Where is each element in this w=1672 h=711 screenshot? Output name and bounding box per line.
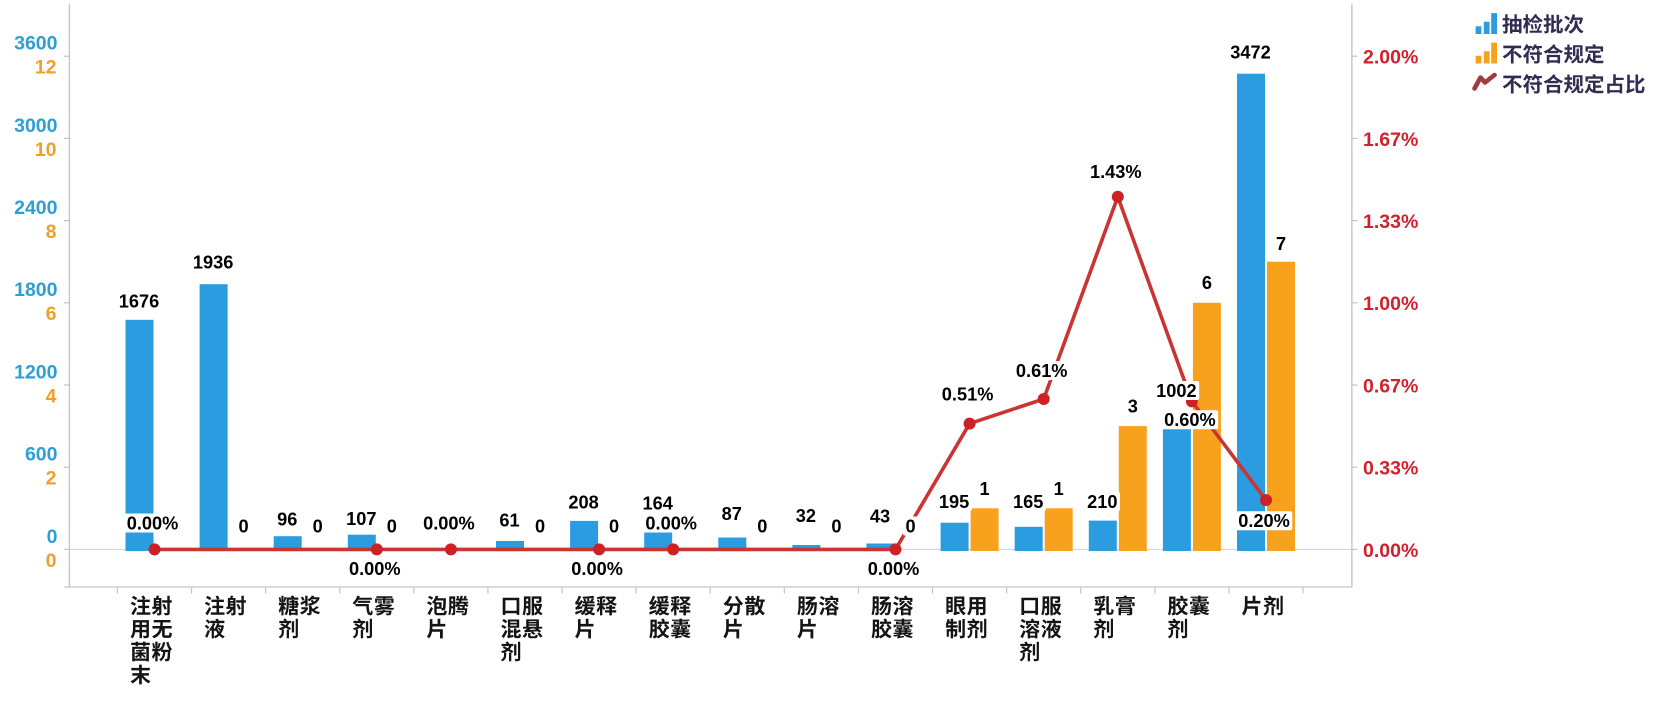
svg-text:0: 0 <box>831 516 841 536</box>
svg-text:32: 32 <box>796 506 816 526</box>
svg-text:61: 61 <box>499 510 519 530</box>
svg-text:164: 164 <box>643 493 674 513</box>
svg-text:1200: 1200 <box>14 361 58 383</box>
svg-text:0: 0 <box>46 550 57 572</box>
svg-text:195: 195 <box>939 492 969 512</box>
svg-text:1800: 1800 <box>14 279 58 301</box>
svg-text:107: 107 <box>346 509 376 529</box>
svg-text:96: 96 <box>277 509 297 529</box>
svg-text:8: 8 <box>46 221 57 243</box>
svg-text:0.67%: 0.67% <box>1363 375 1418 397</box>
svg-text:0.00%: 0.00% <box>1363 540 1418 562</box>
svg-text:6: 6 <box>46 303 57 325</box>
svg-text:0: 0 <box>313 516 323 536</box>
svg-text:0: 0 <box>387 516 397 536</box>
svg-text:0.00%: 0.00% <box>349 559 401 579</box>
svg-text:1.67%: 1.67% <box>1363 129 1418 151</box>
svg-text:210: 210 <box>1087 492 1117 512</box>
svg-text:0.00%: 0.00% <box>645 513 697 533</box>
svg-text:3472: 3472 <box>1230 43 1270 63</box>
svg-text:1: 1 <box>1054 479 1064 499</box>
svg-text:1936: 1936 <box>193 252 233 272</box>
svg-text:0.00%: 0.00% <box>423 513 475 533</box>
svg-text:2.00%: 2.00% <box>1363 47 1418 69</box>
svg-text:0.61%: 0.61% <box>1016 361 1068 381</box>
svg-text:6: 6 <box>1202 273 1212 293</box>
svg-text:0.00%: 0.00% <box>868 559 920 579</box>
svg-text:87: 87 <box>722 504 742 524</box>
svg-text:0: 0 <box>47 526 58 548</box>
svg-text:0.20%: 0.20% <box>1238 511 1290 531</box>
svg-text:0: 0 <box>905 516 915 536</box>
svg-text:43: 43 <box>870 506 890 526</box>
svg-text:12: 12 <box>35 57 57 79</box>
svg-text:0.60%: 0.60% <box>1164 410 1216 430</box>
svg-text:208: 208 <box>568 492 598 512</box>
svg-text:4: 4 <box>46 385 57 407</box>
svg-text:0.00%: 0.00% <box>127 513 179 533</box>
svg-text:0: 0 <box>239 516 249 536</box>
svg-text:3000: 3000 <box>14 115 58 137</box>
svg-text:0.51%: 0.51% <box>942 385 994 405</box>
svg-text:3600: 3600 <box>14 33 58 55</box>
svg-text:0: 0 <box>757 516 767 536</box>
svg-text:3: 3 <box>1128 396 1138 416</box>
svg-text:0: 0 <box>609 516 619 536</box>
svg-text:1676: 1676 <box>119 291 159 311</box>
svg-text:0.33%: 0.33% <box>1363 458 1418 480</box>
svg-text:7: 7 <box>1276 234 1286 254</box>
svg-text:10: 10 <box>35 139 57 161</box>
svg-text:1.33%: 1.33% <box>1363 211 1418 233</box>
svg-text:1.00%: 1.00% <box>1363 293 1418 315</box>
svg-text:0.00%: 0.00% <box>571 559 623 579</box>
svg-text:0: 0 <box>535 516 545 536</box>
svg-text:2400: 2400 <box>14 197 58 219</box>
svg-text:1.43%: 1.43% <box>1090 162 1142 182</box>
svg-text:600: 600 <box>25 444 58 466</box>
svg-text:165: 165 <box>1013 492 1043 512</box>
svg-text:1002: 1002 <box>1156 381 1196 401</box>
svg-text:2: 2 <box>46 468 57 490</box>
svg-text:1: 1 <box>980 479 990 499</box>
